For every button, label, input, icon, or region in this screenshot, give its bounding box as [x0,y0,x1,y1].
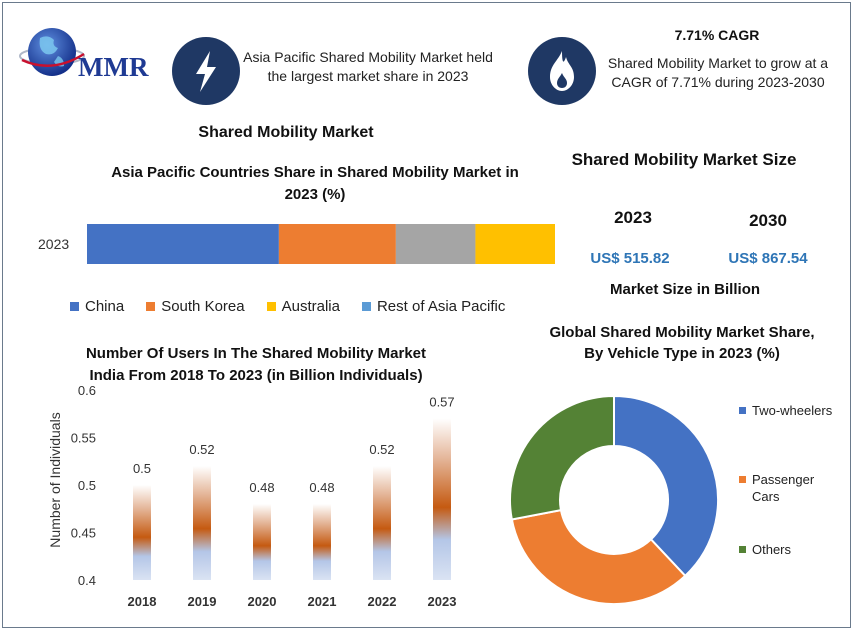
donut-legend-item-others: Others [739,541,839,558]
legend-label: Others [752,542,792,557]
main-title: Shared Mobility Market [198,124,374,141]
users-bar-2021 [313,504,331,580]
users-ytick-label: 0.55 [71,431,96,446]
users-category-label: 2018 [128,594,157,609]
stacked-segment-australia [395,224,476,264]
market-size-title: Shared Mobility Market Size [571,150,797,169]
lightning-icon [172,37,240,105]
cagr-title: 7.71% CAGR [674,27,760,43]
flame-icon [528,37,596,105]
legend-swatch [266,302,276,311]
users-category-label: 2019 [188,594,217,609]
users-bar-2018 [133,485,151,580]
legend-label: Australia [281,298,340,315]
stacked-segment-rest-of-asia-pacific [475,224,555,264]
donut-legend-item-two-wheelers: Two-wheelers [739,402,839,419]
users-category-label: 2022 [368,594,397,609]
donut-slice-two-wheelers [613,394,719,578]
stacked-segment-china [87,224,279,264]
legend-label: China [85,298,125,315]
users-category-label: 2023 [428,594,457,609]
users-bar-2019 [193,466,211,580]
legend-label: South Korea [161,298,245,315]
legend-label: Passenger Cars [752,472,815,504]
legend-item-china: China [70,298,124,315]
donut-slice-others [509,394,615,521]
legend-item-south-korea: South Korea [146,298,245,315]
users-ytick-label: 0.45 [71,526,96,541]
market-size-year-2030: 2030 [749,211,787,230]
brand-logo: MMR [18,22,163,84]
market-size-value-2030: US$ 867.54 [728,250,808,267]
legend-swatch [739,476,746,483]
donut-legend-item-passenger-cars: Passenger Cars [739,471,821,505]
users-bar-2023 [433,418,451,580]
users-data-label: 0.52 [369,442,394,457]
donut-chart-title: Global Shared Mobility Market Share, By … [549,324,815,362]
stacked-chart-title: Asia Pacific Countries Share in Shared M… [111,164,519,203]
brand-name: MMR [78,52,149,82]
donut-slice-passenger-cars [510,508,687,605]
stacked-bar-category-label: 2023 [38,236,70,252]
users-ytick-label: 0.6 [78,383,96,398]
stacked-bar-chart [87,224,555,264]
users-data-label: 0.48 [249,480,274,495]
users-ytick-label: 0.4 [78,573,96,588]
users-category-label: 2020 [248,594,277,609]
legend-swatch [146,302,156,311]
users-bar-2020 [253,504,271,580]
users-ytick-label: 0.5 [78,478,96,493]
legend-swatch [361,302,371,311]
vehicle-type-donut-chart [509,394,719,605]
users-chart-title: Number Of Users In The Shared Mobility M… [85,345,427,384]
market-size-caption: Market Size in Billion [609,281,761,298]
legend-item-australia: Australia [266,298,340,315]
stacked-segment-south-korea [278,224,396,264]
legend-label: Two-wheelers [752,403,833,418]
users-data-label: 0.57 [429,395,454,410]
cagr-text: Shared Mobility Market to grow at a CAGR… [607,55,829,90]
users-data-label: 0.48 [309,480,334,495]
users-column-chart: 0.6 0.55 0.5 0.45 0.4 0.5 2018 0.52 2019 0.48 2020… [71,383,457,609]
users-data-label: 0.5 [133,461,151,476]
market-size-year-2023: 2023 [614,208,652,227]
users-bar-2022 [373,466,391,580]
legend-swatch [739,407,746,414]
legend-item-rest-of-asia-pacific: Rest of Asia Pacific [361,298,506,315]
stacked-bar-legend: China South Korea Australia Rest of Asia Pa… [70,298,505,315]
users-chart-ylabel: Number of Individuals [47,412,63,548]
legend-swatch [70,302,79,311]
market-size-value-2023: US$ 515.82 [590,250,670,267]
info-text-asia-pacific: Asia Pacific Shared Mobility Market held… [243,49,493,84]
users-category-label: 2021 [308,594,337,609]
legend-label: Rest of Asia Pacific [376,298,506,315]
legend-swatch [739,546,746,553]
users-data-label: 0.52 [189,442,214,457]
